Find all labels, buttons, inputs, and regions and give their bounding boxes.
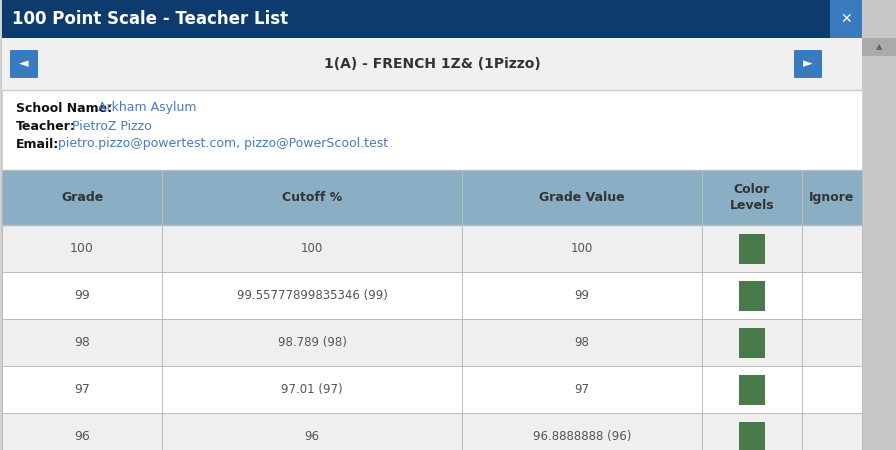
- Text: Arkham Asylum: Arkham Asylum: [98, 102, 196, 114]
- Text: Email:: Email:: [16, 138, 59, 150]
- FancyBboxPatch shape: [2, 0, 862, 450]
- Text: 99: 99: [74, 289, 90, 302]
- FancyBboxPatch shape: [2, 272, 862, 319]
- FancyBboxPatch shape: [2, 413, 862, 450]
- Text: ✕: ✕: [840, 12, 852, 26]
- FancyBboxPatch shape: [10, 50, 38, 78]
- Text: 96: 96: [74, 430, 90, 443]
- Text: 98: 98: [74, 336, 90, 349]
- FancyBboxPatch shape: [2, 170, 862, 225]
- Text: ▲: ▲: [875, 42, 883, 51]
- FancyBboxPatch shape: [739, 374, 765, 405]
- FancyBboxPatch shape: [739, 422, 765, 450]
- Text: 96.8888888 (96): 96.8888888 (96): [533, 430, 631, 443]
- FancyBboxPatch shape: [2, 90, 862, 170]
- FancyBboxPatch shape: [2, 319, 862, 366]
- Text: Color
Levels: Color Levels: [729, 183, 774, 212]
- Text: Ignore: Ignore: [809, 191, 855, 204]
- FancyBboxPatch shape: [2, 38, 862, 90]
- Text: 97: 97: [74, 383, 90, 396]
- Text: pietro.pizzo@powertest.com, pizzo@PowerScool.test: pietro.pizzo@powertest.com, pizzo@PowerS…: [58, 138, 388, 150]
- Text: 97: 97: [574, 383, 590, 396]
- Text: Cutoff %: Cutoff %: [282, 191, 342, 204]
- Text: 1(A) - FRENCH 1Z& (1Pizzo): 1(A) - FRENCH 1Z& (1Pizzo): [323, 57, 540, 71]
- Text: ►: ►: [803, 58, 813, 71]
- FancyBboxPatch shape: [862, 38, 896, 56]
- FancyBboxPatch shape: [739, 234, 765, 264]
- FancyBboxPatch shape: [739, 280, 765, 310]
- Text: 99.55777899835346 (99): 99.55777899835346 (99): [237, 289, 387, 302]
- Text: 99: 99: [574, 289, 590, 302]
- Text: ◄: ◄: [19, 58, 29, 71]
- FancyBboxPatch shape: [862, 0, 896, 450]
- FancyBboxPatch shape: [794, 50, 822, 78]
- Text: 97.01 (97): 97.01 (97): [281, 383, 343, 396]
- Text: 100 Point Scale - Teacher List: 100 Point Scale - Teacher List: [12, 10, 289, 28]
- Text: Grade: Grade: [61, 191, 103, 204]
- FancyBboxPatch shape: [2, 225, 862, 272]
- Text: 98: 98: [574, 336, 590, 349]
- FancyBboxPatch shape: [830, 0, 862, 38]
- Text: School Name:: School Name:: [16, 102, 112, 114]
- FancyBboxPatch shape: [2, 0, 862, 38]
- FancyBboxPatch shape: [739, 328, 765, 357]
- Text: 98.789 (98): 98.789 (98): [278, 336, 347, 349]
- Text: 96: 96: [305, 430, 320, 443]
- Text: PietroZ Pizzo: PietroZ Pizzo: [72, 120, 151, 132]
- FancyBboxPatch shape: [2, 366, 862, 413]
- Text: Grade Value: Grade Value: [539, 191, 625, 204]
- Text: Teacher:: Teacher:: [16, 120, 76, 132]
- Text: 100: 100: [70, 242, 94, 255]
- Text: 100: 100: [571, 242, 593, 255]
- Text: 100: 100: [301, 242, 323, 255]
